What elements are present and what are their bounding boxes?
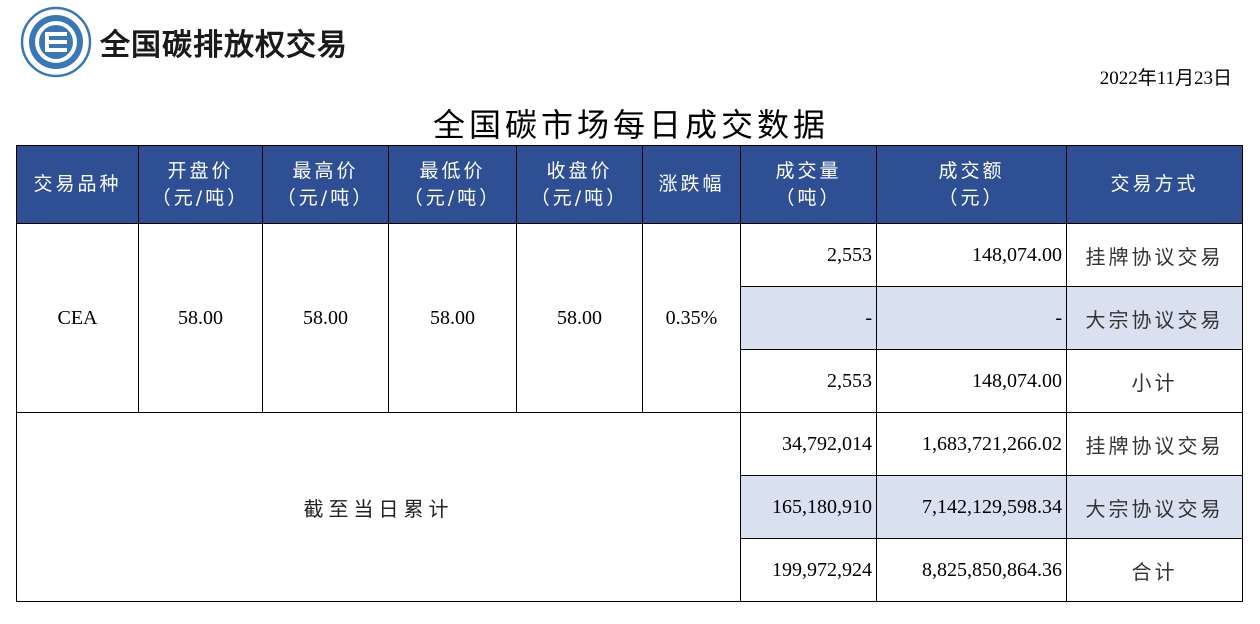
high-price-cell: 58.00	[262, 223, 389, 413]
table-row: 2,553 148,074.00 小计	[17, 349, 1243, 413]
daily-trading-table: 交易品种 开盘价 （元/吨） 最高价 （元/吨） 最低价 （元/吨） 收盘价 （元/吨）…	[16, 145, 1243, 602]
header: 全国碳排放权交易	[20, 6, 348, 78]
col-volume: 成交量 （吨）	[740, 145, 877, 224]
trade-mode-cell: 合计	[1066, 538, 1243, 602]
col-product: 交易品种	[16, 145, 139, 224]
table-row: CEA 58.00 58.00 58.00 58.00 0.35% 2,553 …	[16, 223, 1243, 413]
org-name: 全国碳排放权交易	[100, 28, 348, 63]
col-change: 涨跌幅	[642, 145, 741, 224]
volume-cell: 165,180,910	[740, 475, 877, 539]
table-row: 截至当日累计 34,792,014 1,683,721,266.02 挂牌协议交…	[16, 412, 1243, 602]
trade-mode-cell: 大宗协议交易	[1066, 475, 1243, 539]
open-price-cell: 58.00	[138, 223, 263, 413]
amount-cell: 1,683,721,266.02	[876, 412, 1067, 476]
table-row: 199,972,924 8,825,850,864.36 合计	[17, 538, 1243, 602]
col-high-price: 最高价 （元/吨）	[262, 145, 389, 224]
volume-cell: -	[740, 286, 877, 350]
table-row: 165,180,910 7,142,129,598.34 大宗协议交易	[17, 475, 1243, 539]
volume-cell: 2,553	[740, 223, 877, 287]
trade-mode-cell: 挂牌协议交易	[1066, 223, 1243, 287]
amount-cell: 148,074.00	[876, 223, 1067, 287]
volume-cell: 34,792,014	[740, 412, 877, 476]
page-title: 全国碳市场每日成交数据	[432, 106, 829, 144]
volume-cell: 2,553	[740, 349, 877, 413]
report-date: 2022年11月23日	[1099, 68, 1232, 89]
volume-cell: 199,972,924	[740, 538, 877, 602]
table-row: - - 大宗协议交易	[17, 286, 1243, 350]
trade-mode-cell: 大宗协议交易	[1066, 286, 1243, 350]
cumulative-label-cell: 截至当日累计	[16, 412, 741, 602]
change-cell: 0.35%	[642, 223, 741, 413]
col-amount: 成交额 （元）	[876, 145, 1067, 224]
amount-cell: -	[876, 286, 1067, 350]
col-low-price: 最低价 （元/吨）	[388, 145, 517, 224]
col-trade-mode: 交易方式	[1066, 145, 1243, 224]
amount-cell: 7,142,129,598.34	[876, 475, 1067, 539]
product-cell: CEA	[16, 223, 139, 413]
amount-cell: 8,825,850,864.36	[876, 538, 1067, 602]
col-close-price: 收盘价 （元/吨）	[516, 145, 643, 224]
table-header-row: 交易品种 开盘价 （元/吨） 最高价 （元/吨） 最低价 （元/吨） 收盘价 （元/吨）…	[16, 145, 1243, 224]
low-price-cell: 58.00	[388, 223, 517, 413]
close-price-cell: 58.00	[516, 223, 643, 413]
trade-mode-cell: 挂牌协议交易	[1066, 412, 1243, 476]
amount-cell: 148,074.00	[876, 349, 1067, 413]
national-carbon-trading-logo-icon	[20, 6, 92, 78]
col-open-price: 开盘价 （元/吨）	[138, 145, 263, 224]
trade-mode-cell: 小计	[1066, 349, 1243, 413]
